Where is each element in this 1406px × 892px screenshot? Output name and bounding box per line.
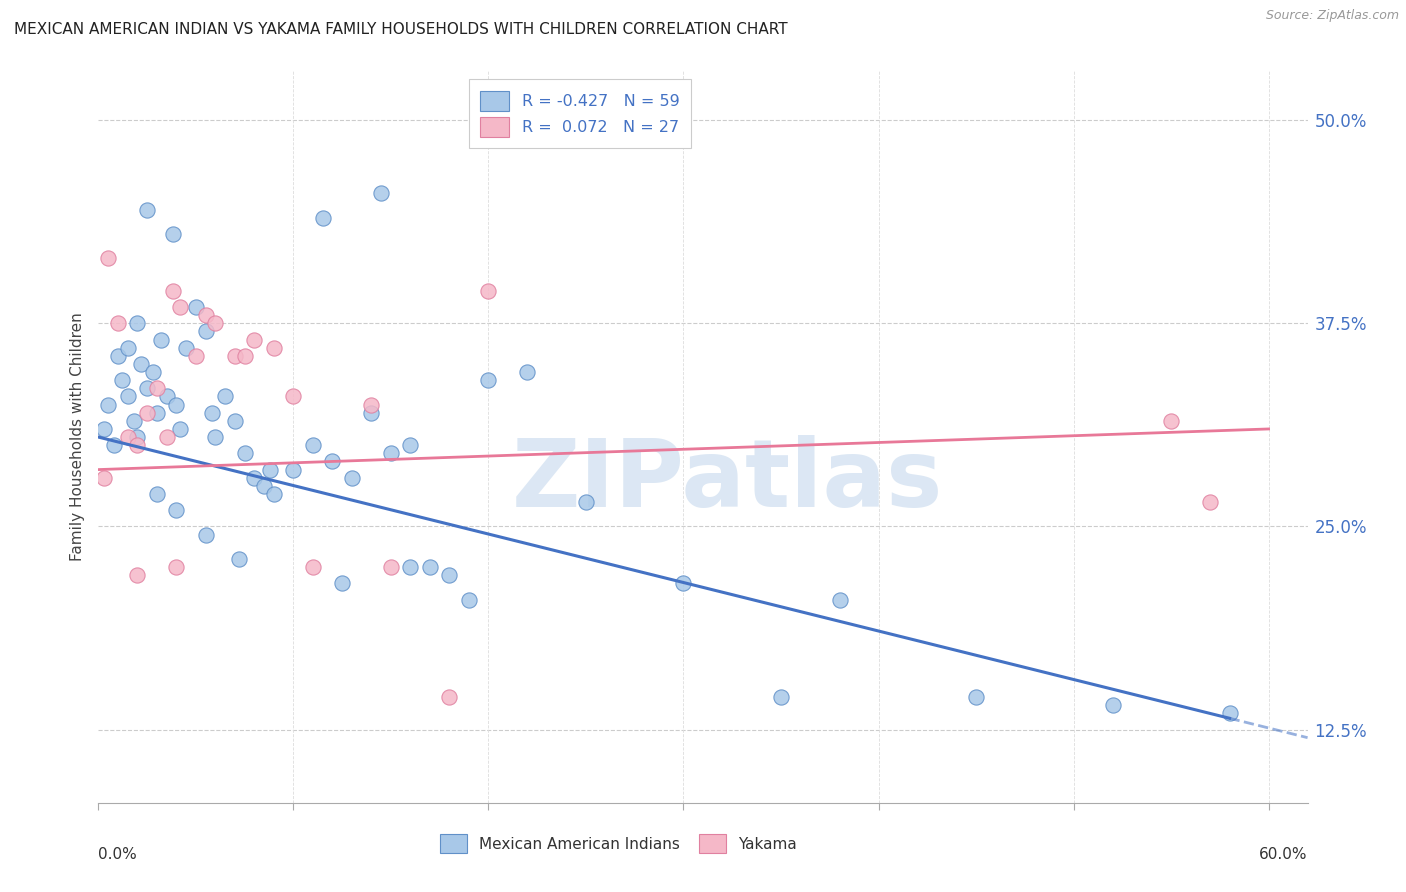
Point — [184, 349, 207, 363]
Point — [1160, 414, 1182, 428]
Point — [169, 300, 191, 314]
Point — [107, 316, 129, 330]
Point — [224, 414, 246, 428]
Point — [136, 406, 159, 420]
Point — [263, 487, 285, 501]
Point — [228, 552, 250, 566]
Text: 0.0%: 0.0% — [98, 847, 138, 862]
Point — [477, 284, 499, 298]
Text: MEXICAN AMERICAN INDIAN VS YAKAMA FAMILY HOUSEHOLDS WITH CHILDREN CORRELATION CH: MEXICAN AMERICAN INDIAN VS YAKAMA FAMILY… — [14, 22, 787, 37]
Point — [399, 438, 422, 452]
Point — [165, 560, 187, 574]
Point — [194, 527, 217, 541]
Text: Source: ZipAtlas.com: Source: ZipAtlas.com — [1265, 9, 1399, 22]
Point — [516, 365, 538, 379]
Point — [370, 186, 392, 201]
Point — [107, 349, 129, 363]
Point — [122, 414, 145, 428]
Point — [142, 365, 165, 379]
Point — [149, 333, 172, 347]
Point — [1199, 495, 1222, 509]
Point — [263, 341, 285, 355]
Point — [127, 568, 149, 582]
Point — [380, 560, 402, 574]
Point — [184, 300, 207, 314]
Point — [194, 308, 217, 322]
Point — [117, 430, 139, 444]
Point — [233, 349, 256, 363]
Text: ZIPatlas: ZIPatlas — [512, 435, 943, 527]
Point — [131, 357, 153, 371]
Point — [165, 398, 187, 412]
Point — [458, 592, 481, 607]
Point — [419, 560, 441, 574]
Point — [169, 422, 191, 436]
Point — [399, 560, 422, 574]
Point — [233, 446, 256, 460]
Point — [117, 341, 139, 355]
Point — [174, 341, 197, 355]
Point — [360, 398, 382, 412]
Point — [103, 438, 125, 452]
Point — [214, 389, 236, 403]
Point — [127, 438, 149, 452]
Point — [1219, 706, 1241, 721]
Point — [111, 373, 134, 387]
Point — [146, 406, 169, 420]
Point — [302, 560, 325, 574]
Point — [162, 284, 184, 298]
Point — [204, 316, 226, 330]
Point — [136, 202, 159, 217]
Point — [828, 592, 851, 607]
Point — [97, 398, 120, 412]
Point — [253, 479, 276, 493]
Point — [93, 471, 115, 485]
Point — [156, 389, 179, 403]
Point — [224, 349, 246, 363]
Point — [439, 690, 461, 705]
Text: 60.0%: 60.0% — [1260, 847, 1308, 862]
Point — [340, 471, 363, 485]
Point — [1101, 698, 1123, 713]
Point — [380, 446, 402, 460]
Point — [965, 690, 987, 705]
Point — [439, 568, 461, 582]
Point — [146, 487, 169, 501]
Point — [283, 389, 305, 403]
Y-axis label: Family Households with Children: Family Households with Children — [70, 313, 86, 561]
Point — [283, 462, 305, 476]
Point — [165, 503, 187, 517]
Point — [194, 325, 217, 339]
Point — [146, 381, 169, 395]
Legend: Mexican American Indians, Yakama: Mexican American Indians, Yakama — [432, 826, 804, 861]
Point — [156, 430, 179, 444]
Point — [243, 471, 266, 485]
Point — [477, 373, 499, 387]
Point — [204, 430, 226, 444]
Point — [330, 576, 353, 591]
Point — [127, 316, 149, 330]
Point — [312, 211, 335, 225]
Point — [243, 333, 266, 347]
Point — [259, 462, 281, 476]
Point — [97, 252, 120, 266]
Point — [672, 576, 695, 591]
Point — [117, 389, 139, 403]
Point — [302, 438, 325, 452]
Point — [575, 495, 598, 509]
Point — [162, 227, 184, 241]
Point — [200, 406, 222, 420]
Point — [136, 381, 159, 395]
Point — [769, 690, 792, 705]
Point — [93, 422, 115, 436]
Point — [360, 406, 382, 420]
Point — [321, 454, 343, 468]
Point — [127, 430, 149, 444]
